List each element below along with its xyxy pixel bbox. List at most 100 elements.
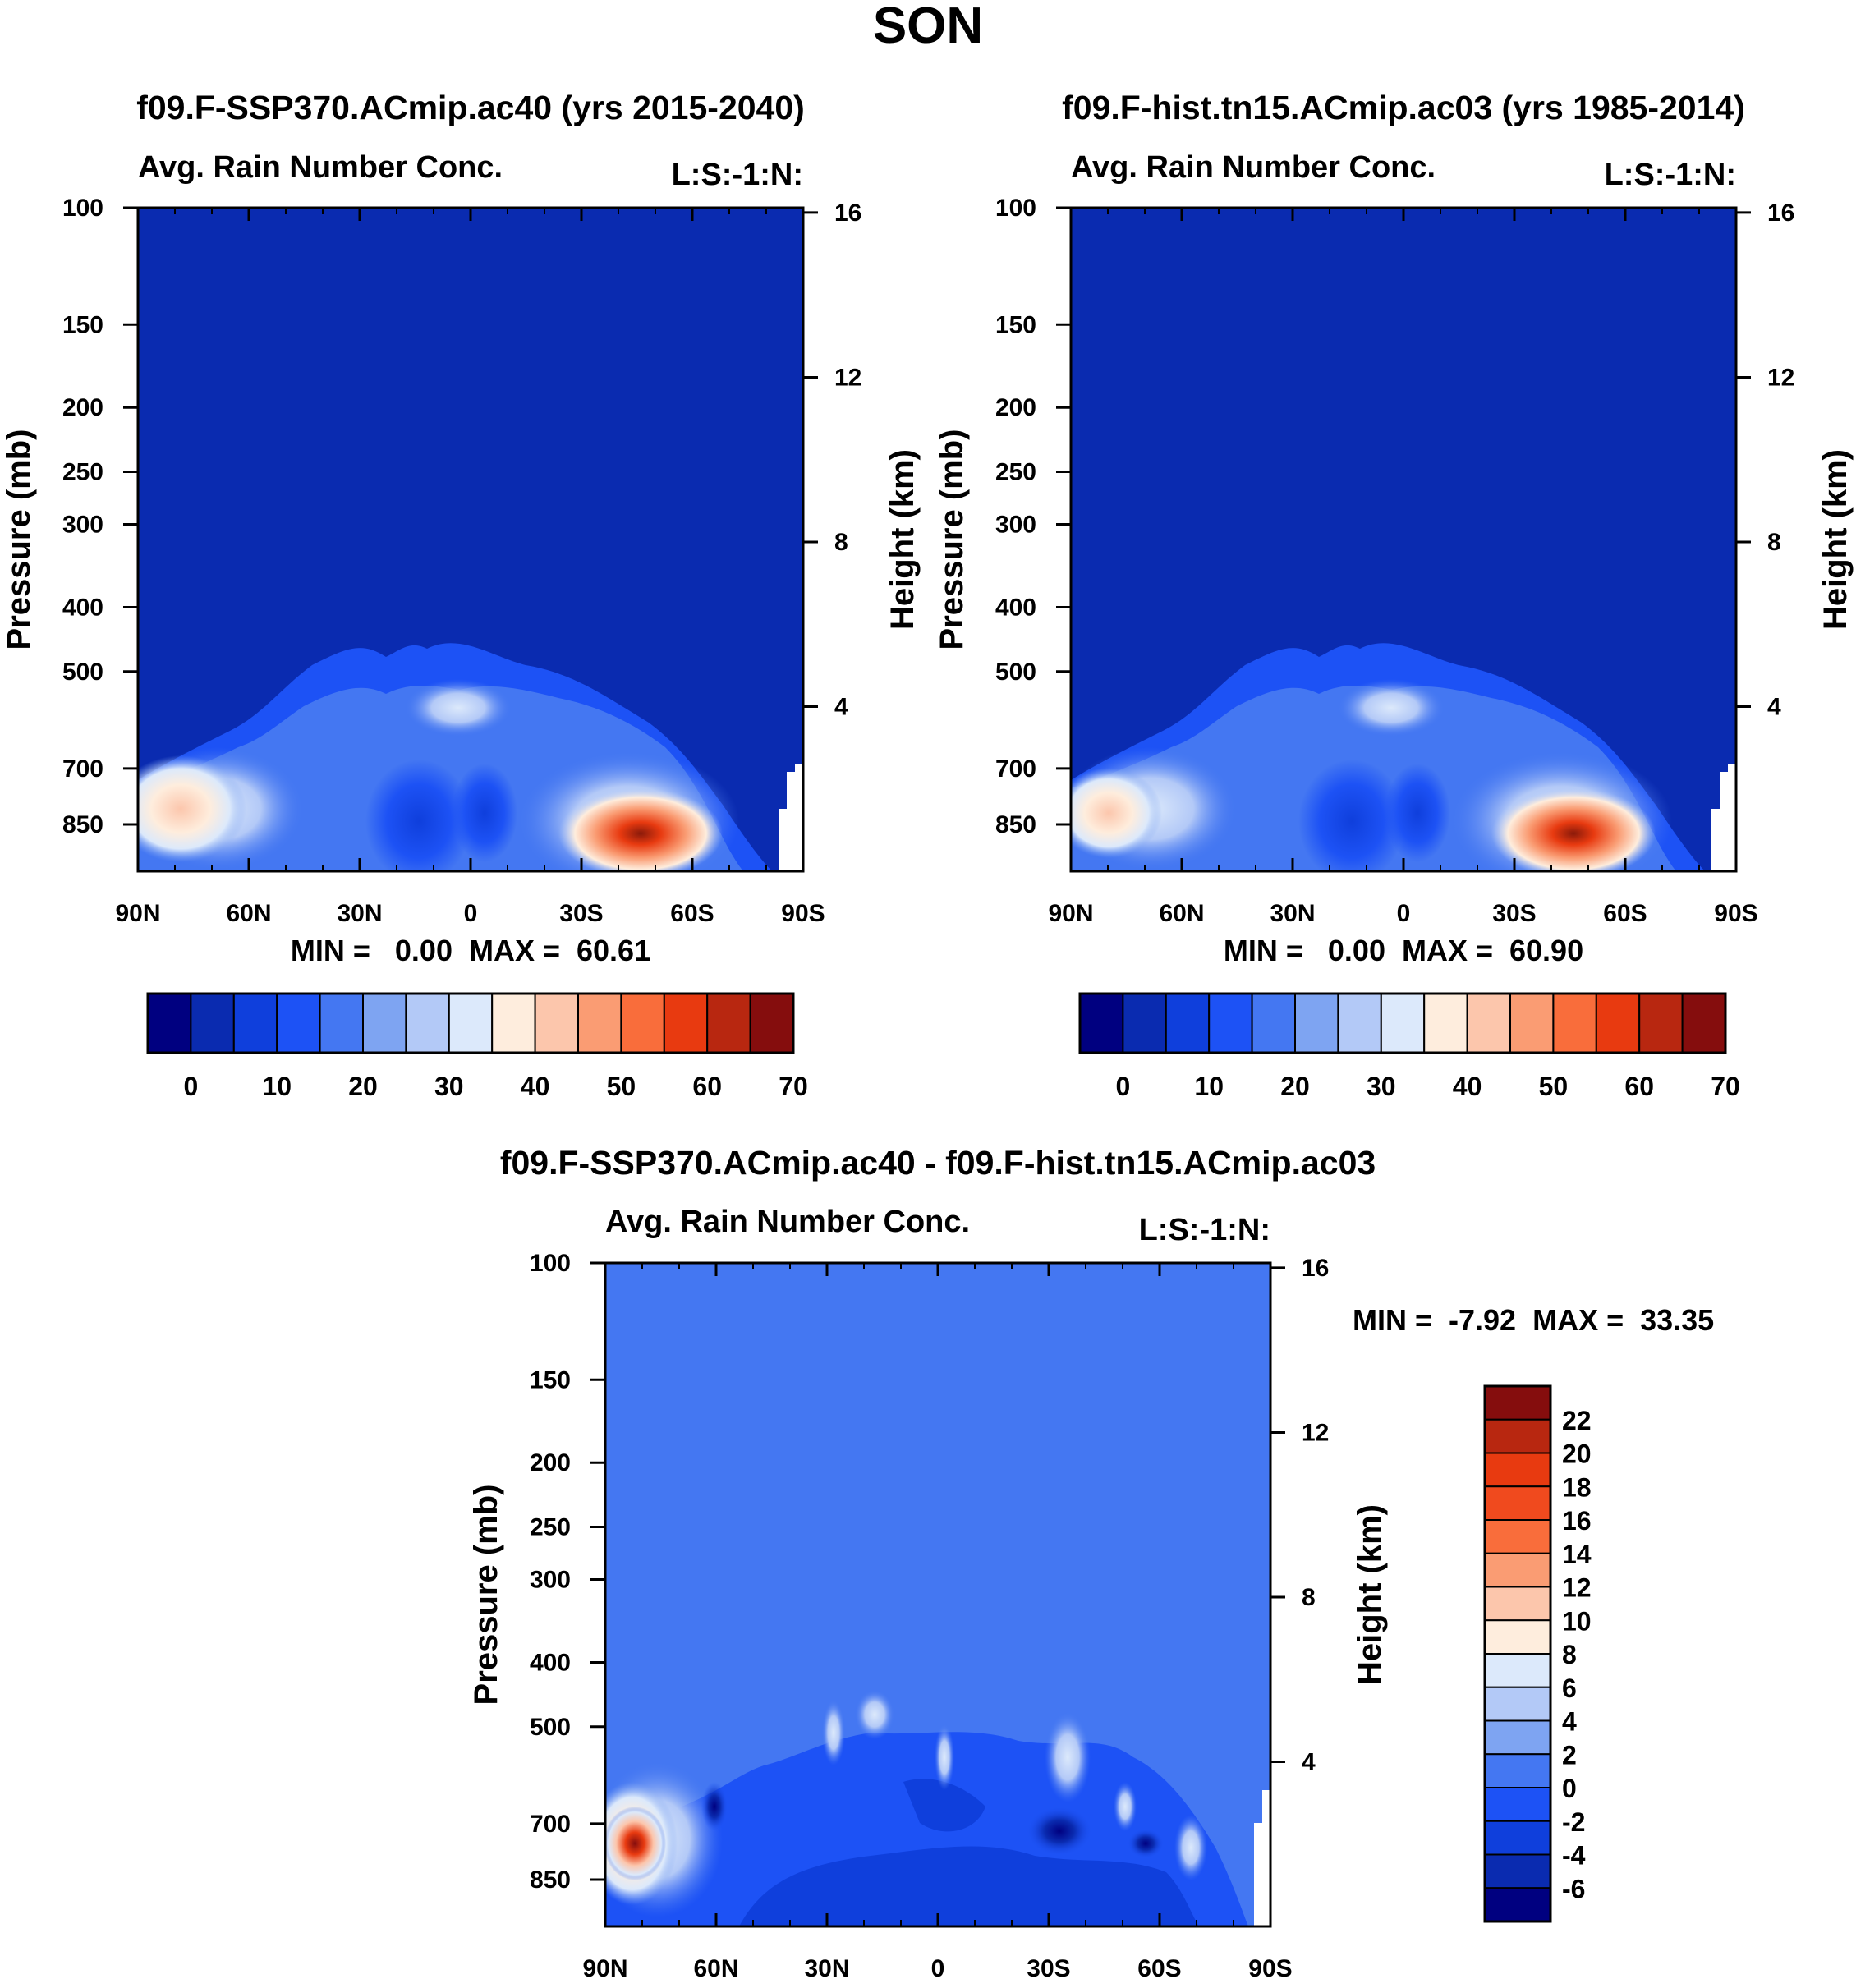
y2-tick-label: 16 [834, 200, 861, 227]
colorbar-box [1208, 993, 1253, 1054]
y-tick-label: 850 [995, 811, 1036, 838]
y-tick-label: 150 [62, 311, 103, 338]
y-tick-label: 100 [995, 195, 1036, 222]
colorbar-frame [1078, 992, 1727, 1054]
y2-axis-label: Height (km) [884, 449, 921, 630]
y2-tick-label: 4 [834, 693, 848, 720]
panel-hist: f09.F-hist.tn15.ACmip.ac03 (yrs 1985-201… [934, 89, 1854, 1101]
y-tick-label: 500 [530, 1714, 571, 1741]
colorbar-box [1294, 993, 1339, 1054]
colorbar-box [1484, 1452, 1551, 1488]
colorbar-box [1079, 993, 1124, 1054]
panel-title: f09.F-SSP370.ACmip.ac40 - f09.F-hist.tn1… [500, 1144, 1376, 1182]
y-tick-label: 250 [62, 459, 103, 486]
colorbar-label: 60 [692, 1072, 722, 1101]
colorbar-label: 70 [779, 1072, 808, 1101]
colorbar-box [1484, 1753, 1551, 1788]
x-tick-label: 90N [582, 1955, 627, 1982]
y2-tick-label: 12 [834, 364, 861, 391]
colorbar-box [1681, 993, 1727, 1054]
colorbar-box [362, 993, 407, 1054]
y-axis-label: Pressure (mb) [468, 1485, 504, 1706]
colorbar-box [448, 993, 494, 1054]
page-title: SON [873, 0, 983, 54]
colorbar-label: 20 [348, 1072, 378, 1101]
y2-tick-label: 8 [1302, 1584, 1316, 1611]
x-tick-label: 30S [1492, 900, 1536, 927]
colorbar-label: 70 [1711, 1072, 1740, 1101]
colorbar-label: 0 [184, 1072, 199, 1101]
panel-subtitle-left: Avg. Rain Number Conc. [605, 1205, 970, 1239]
axes: 90N 60N 30N 0 30S 60S 90S 100 150 200 250 300 400 500… [62, 195, 861, 927]
y-tick-label: 150 [995, 311, 1036, 338]
x-tick-label: 60N [693, 1955, 738, 1982]
colorbar-box [749, 993, 794, 1054]
stats-readout: MIN = 0.00 MAX = 60.90 [1224, 934, 1583, 967]
colorbar-box [1509, 993, 1555, 1054]
x-tick-label: 60S [670, 900, 714, 927]
colorbar-box [1484, 1653, 1551, 1688]
colorbar-label: 10 [1562, 1606, 1592, 1636]
colorbar-box [1484, 1552, 1551, 1588]
contour-field [1071, 208, 1736, 871]
y-tick-label: 300 [530, 1567, 571, 1594]
colorbar-frame [146, 992, 795, 1054]
colorbar-label: 20 [1280, 1072, 1310, 1101]
panel-subtitle-left: Avg. Rain Number Conc. [1071, 150, 1436, 185]
x-tick-label: 60N [226, 900, 271, 927]
x-tick-label: 90S [1714, 900, 1757, 927]
y2-tick-label: 8 [834, 529, 848, 556]
colorbar-box [232, 993, 278, 1054]
y-tick-label: 500 [995, 659, 1036, 686]
colorbar-box [620, 993, 665, 1054]
colorbar-box [405, 993, 450, 1054]
contour-field [605, 1263, 1270, 1926]
x-tick-label: 30S [559, 900, 603, 927]
y2-tick-label: 12 [1767, 364, 1794, 391]
x-tick-label: 30S [1027, 1955, 1070, 1982]
y-tick-label: 200 [530, 1449, 571, 1476]
y-tick-label: 200 [995, 394, 1036, 421]
panel-title: f09.F-SSP370.ACmip.ac40 (yrs 2015-2040) [136, 89, 805, 126]
colorbar: 0 10 20 30 40 50 60 70 [1078, 992, 1740, 1101]
colorbar-label: 60 [1624, 1072, 1654, 1101]
colorbar-box [706, 993, 751, 1054]
colorbar-label: 40 [1453, 1072, 1482, 1101]
colorbar-label: 10 [1194, 1072, 1224, 1101]
y2-axis-label: Height (km) [1352, 1504, 1388, 1685]
colorbar-box [1337, 993, 1382, 1054]
colorbar-label: 14 [1562, 1540, 1592, 1569]
colorbar-box [147, 993, 192, 1054]
x-tick-label: 90S [781, 900, 825, 927]
y-tick-label: 500 [62, 659, 103, 686]
panel-subtitle-left: Avg. Rain Number Conc. [138, 150, 503, 185]
colorbar-box [1484, 1418, 1551, 1454]
panel-subtitle-right: L:S:-1:N: [1605, 158, 1736, 192]
colorbar-label: 6 [1562, 1674, 1577, 1703]
colorbar-box [276, 993, 321, 1054]
y2-tick-label: 4 [1302, 1748, 1316, 1775]
colorbar-label: 0 [1562, 1774, 1577, 1803]
y-axis-label: Pressure (mb) [934, 429, 970, 650]
y-axis-label: Pressure (mb) [1, 429, 37, 650]
colorbar-box [1122, 993, 1167, 1054]
axes: 90N 60N 30N 0 30S 60S 90S 100 150 200 250 300 400 500… [995, 195, 1794, 927]
panel-difference: f09.F-SSP370.ACmip.ac40 - f09.F-hist.tn1… [468, 1144, 1714, 1982]
x-tick-label: 60S [1137, 1955, 1181, 1982]
y-tick-label: 850 [62, 811, 103, 838]
y-tick-label: 300 [995, 512, 1036, 539]
colorbar-box [1423, 993, 1468, 1054]
colorbar-label: 30 [434, 1072, 464, 1101]
colorbar-label: 50 [607, 1072, 636, 1101]
y2-tick-label: 4 [1767, 693, 1781, 720]
y2-tick-label: 16 [1767, 200, 1794, 227]
x-tick-label: 60N [1159, 900, 1204, 927]
y-tick-label: 400 [995, 594, 1036, 621]
colorbar-box [190, 993, 235, 1054]
colorbar-label: 2 [1562, 1740, 1577, 1770]
colorbar-frame [1483, 1384, 1552, 1923]
colorbar-box [663, 993, 709, 1054]
contour-field [138, 208, 803, 871]
colorbar-label: 0 [1116, 1072, 1131, 1101]
